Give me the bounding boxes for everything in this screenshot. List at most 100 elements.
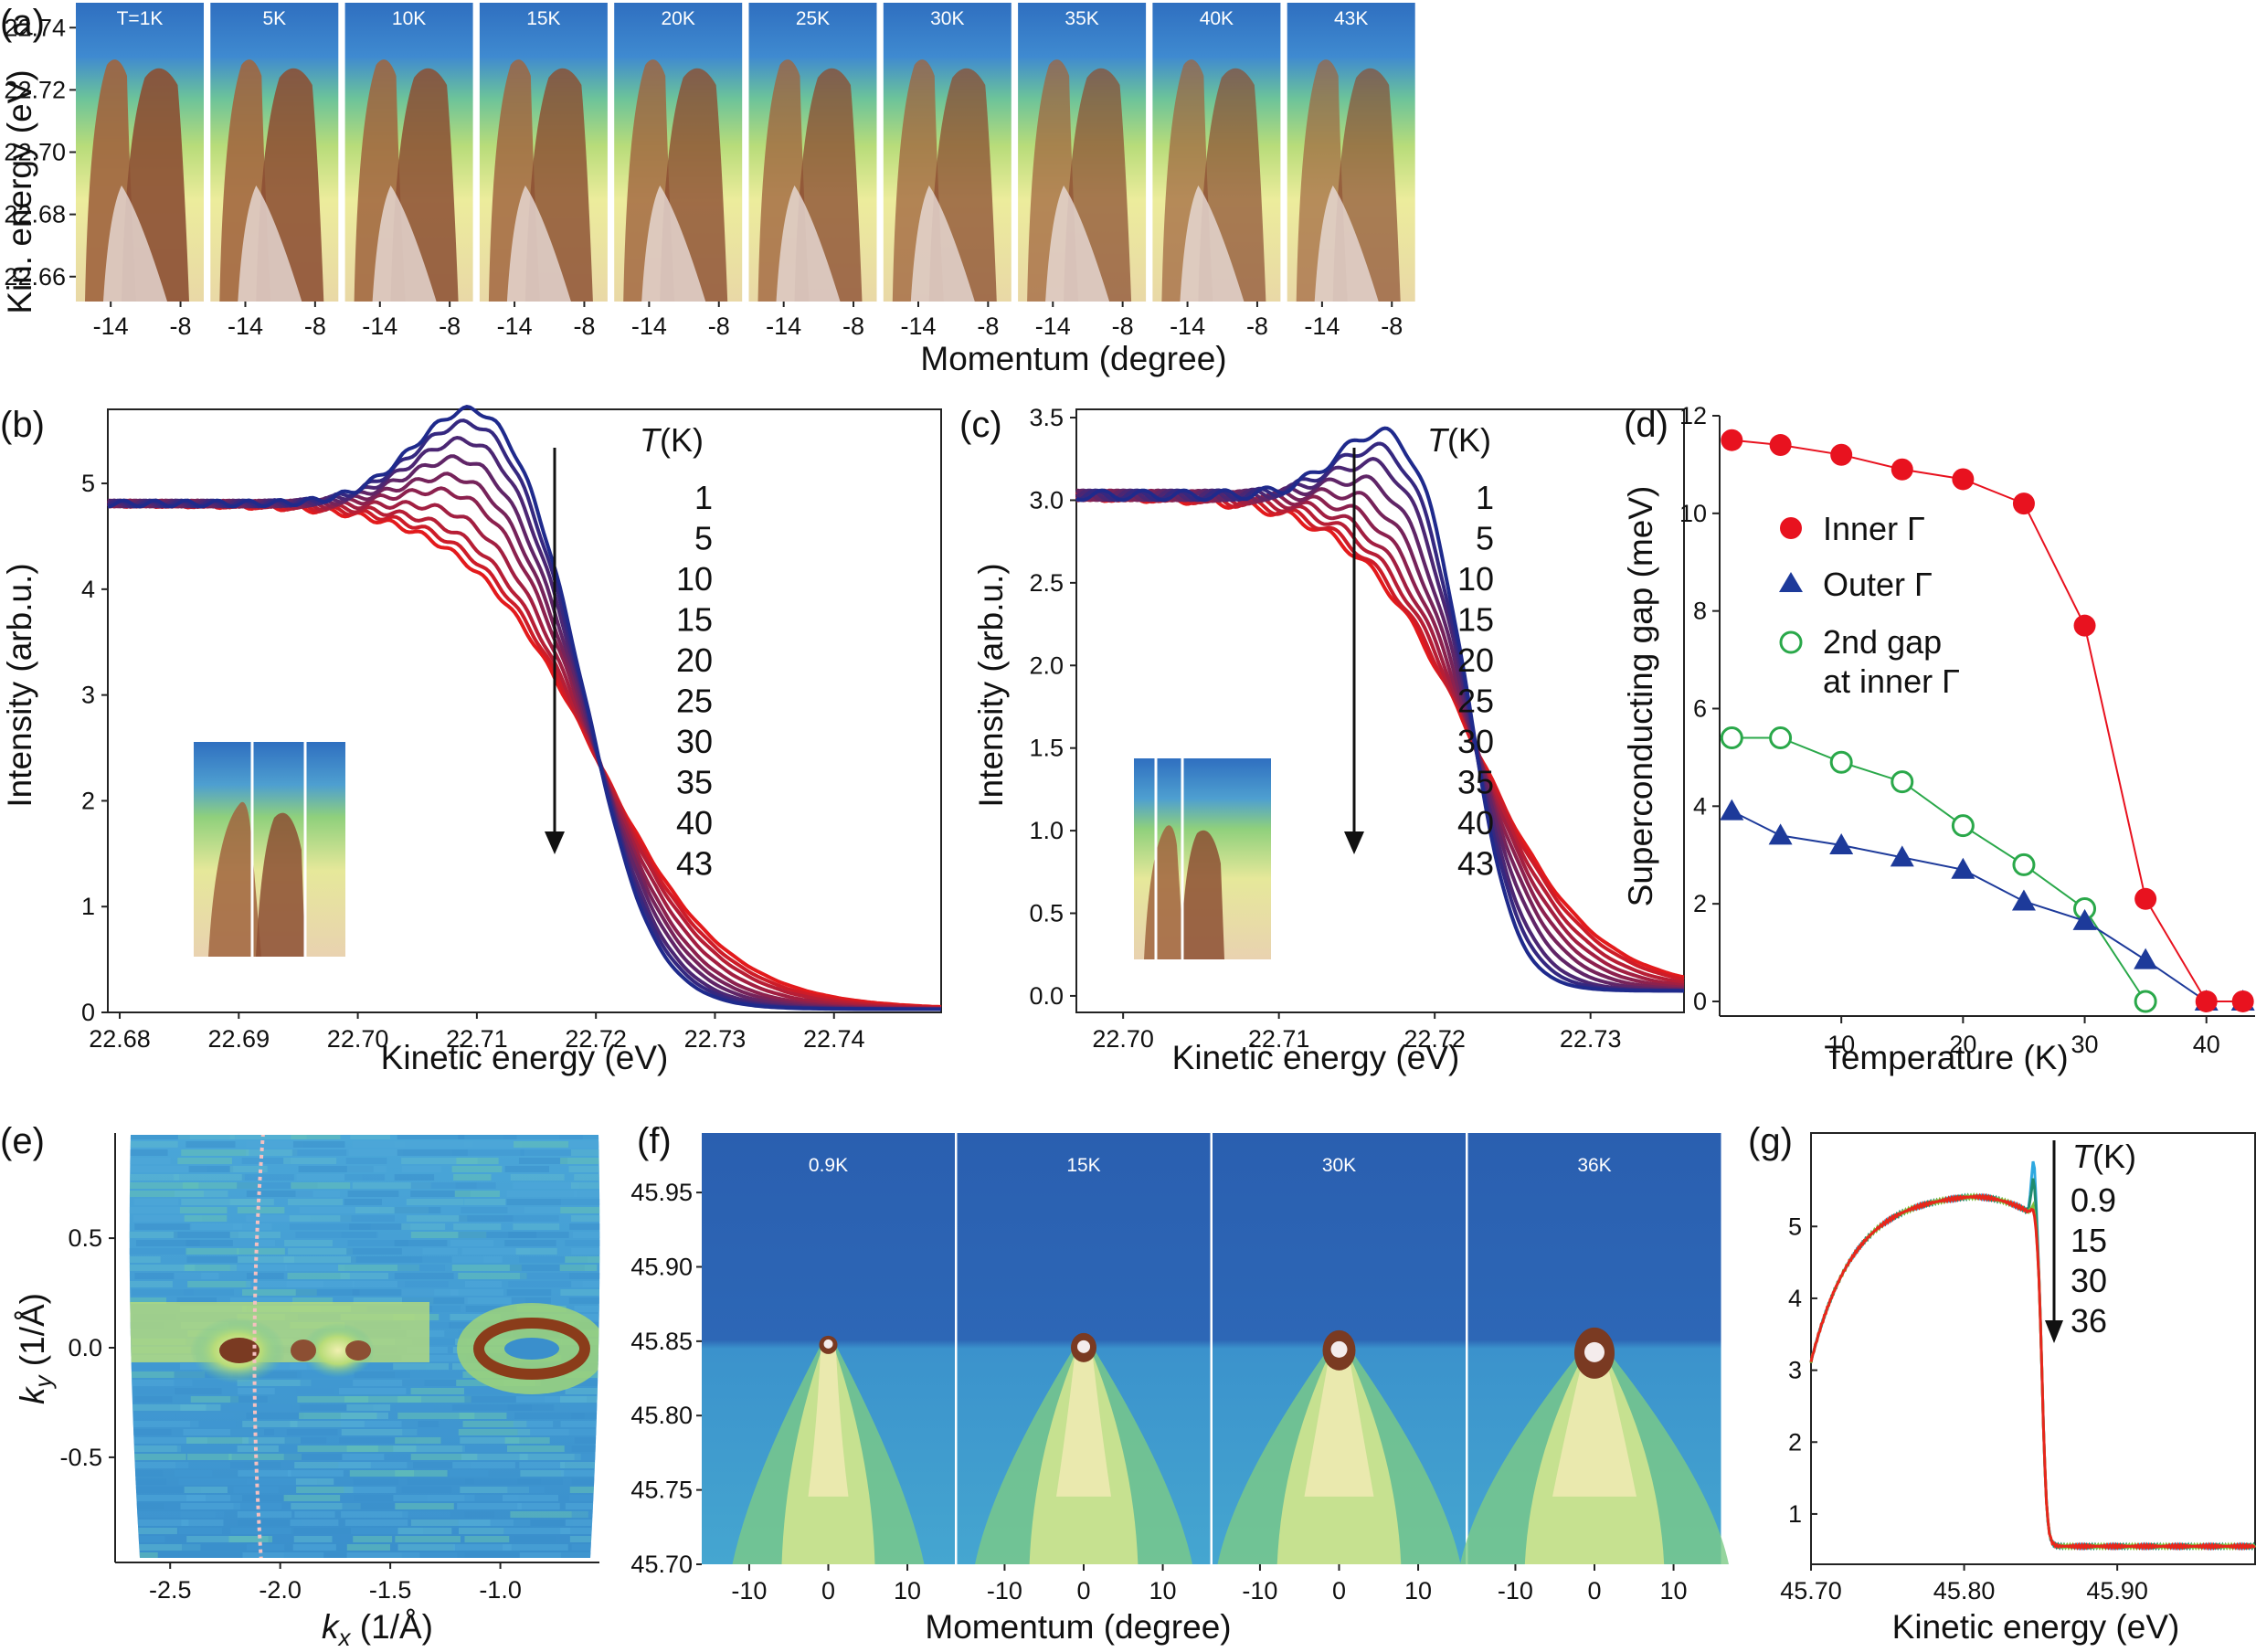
a-xtick-label: -14 — [228, 312, 263, 340]
e-noise-cell — [129, 1158, 171, 1164]
panel-g-frame — [1810, 1132, 2256, 1565]
e-noise-cell — [451, 1404, 532, 1411]
a-map-2: 10K -14 -8 — [344, 3, 473, 340]
panel-a-xlabel: Momentum (degree) — [920, 340, 1226, 377]
e-noise-cell — [353, 1536, 393, 1542]
f-ytick-label: 45.75 — [630, 1477, 693, 1504]
e-noise-cell — [134, 1273, 202, 1279]
panel-a-ylabel: Kin. energy (eV) — [1, 69, 38, 313]
a-xtick-label: -8 — [304, 312, 326, 340]
e-noise-cell — [569, 1404, 600, 1411]
e-noise-cell — [402, 1380, 484, 1386]
e-noise-cell — [188, 1166, 234, 1172]
a-map-temp: 40K — [1200, 8, 1234, 29]
a-map-temp: 35K — [1064, 8, 1098, 29]
e-noise-cell — [228, 1536, 273, 1542]
e-noise-cell — [180, 1511, 225, 1518]
c-ytick-label: 1.0 — [1029, 817, 1064, 844]
panel-d: (d) Superconducting gap (meV) 10 20 30 40 0 2… — [1622, 402, 2255, 1076]
e-noise-cell — [450, 1289, 503, 1296]
g-edc-15K — [1809, 1178, 2256, 1551]
g-temp-label: 30 — [2071, 1262, 2107, 1299]
e-noise-cell — [174, 1174, 245, 1181]
f-cone-core — [1056, 1340, 1111, 1497]
a-xtick-label: -14 — [1170, 312, 1205, 340]
e-noise-cell — [569, 1536, 600, 1542]
panel-d-legend: Inner Γ Outer Γ 2nd gap at inner Γ — [1779, 510, 1960, 700]
e-noise-cell — [519, 1552, 600, 1558]
panel-b-inset-band1 — [208, 801, 261, 957]
panel-g-label: (g) — [1748, 1121, 1793, 1161]
a-xtick-label: -8 — [1112, 312, 1134, 340]
e-noise-cell — [180, 1404, 221, 1411]
e-noise-cell — [503, 1495, 559, 1501]
e-noise-cell — [291, 1135, 341, 1139]
e-noise-cell — [569, 1273, 600, 1279]
e-noise-cell — [237, 1207, 285, 1213]
d-point-second — [1891, 770, 1914, 794]
d-point-inner — [1891, 458, 1913, 481]
e-noise-cell — [571, 1413, 600, 1419]
g-xtick-label: 45.90 — [2086, 1577, 2148, 1604]
d-point-second — [1951, 814, 1975, 838]
e-noise-cell — [229, 1232, 281, 1238]
b-xtick-label: 22.68 — [89, 1025, 151, 1053]
e-noise-cell — [410, 1454, 478, 1460]
e-noise-cell — [174, 1470, 213, 1477]
e-noise-cell — [397, 1149, 468, 1156]
a-xtick-label: -8 — [708, 312, 730, 340]
e-noise-cell — [559, 1199, 600, 1205]
g-temp-label: 36 — [2071, 1302, 2107, 1340]
e-noise-cell — [180, 1503, 241, 1509]
panel-b-inset-band2 — [256, 812, 305, 957]
c-temp-label: 43 — [1457, 845, 1494, 883]
e-noise-cell — [518, 1158, 568, 1164]
e-noise-cell — [294, 1511, 335, 1518]
e-noise-cell — [560, 1462, 600, 1468]
a-map-0: T=1K -14 -8 — [76, 3, 204, 340]
e-noise-cell — [341, 1429, 418, 1435]
d-point-outer — [1768, 823, 1793, 845]
g-temp-label: 15 — [2071, 1222, 2107, 1259]
e-noise-cell — [565, 1240, 600, 1246]
e-noise-cell — [183, 1429, 265, 1435]
e-noise-cell — [129, 1487, 202, 1493]
e-noise-cell — [175, 1191, 228, 1197]
c-edc-15K — [1075, 474, 1684, 992]
panel-a-yticks: 22.74 22.72 22.70 22.68 22.66 — [4, 14, 76, 291]
e-noise-cell — [133, 1454, 186, 1460]
e-noise-cell — [346, 1248, 423, 1255]
e-noise-cell — [450, 1314, 501, 1320]
a-xtick-label: -8 — [170, 312, 192, 340]
e-noise-cell — [513, 1421, 554, 1427]
panel-b-arrowhead — [545, 831, 565, 854]
e-noise-cell — [129, 1536, 165, 1542]
panel-c-ticks: 22.70 22.71 22.72 22.73 0.0 0.5 1.0 1.5 2.0 2.5 3.… — [1029, 404, 1621, 1053]
d-line-2 — [1732, 736, 2146, 1002]
e-noise-cell — [402, 1297, 468, 1304]
e-noise-cell — [291, 1149, 349, 1156]
e-noise-cell — [397, 1265, 445, 1271]
e-noise-cell — [238, 1470, 291, 1477]
e-noise-cell — [504, 1215, 559, 1222]
e-noise-cell — [410, 1191, 471, 1197]
e-noise-cell — [513, 1182, 579, 1189]
e-noise-cell — [289, 1215, 352, 1222]
e-xtick-label: -2.0 — [259, 1576, 302, 1604]
e-noise-cell — [292, 1544, 336, 1551]
d-point-outer — [1720, 799, 1744, 821]
d-point-inner — [2134, 887, 2157, 910]
a-ytick-label: 22.66 — [4, 263, 66, 291]
e-noise-cell — [184, 1265, 238, 1271]
e-noise-cell — [230, 1396, 268, 1403]
e-noise-cell — [283, 1495, 341, 1501]
e-noise-cell — [569, 1141, 600, 1148]
e-ytick-label: 0.0 — [68, 1334, 102, 1361]
e-noise-cell — [129, 1528, 177, 1534]
e-noise-cell — [237, 1511, 292, 1518]
g-ytick-label: 3 — [1788, 1357, 1802, 1384]
e-noise-cell — [129, 1495, 207, 1501]
e-noise-cell — [246, 1413, 304, 1419]
e-noise-cell — [393, 1363, 449, 1370]
